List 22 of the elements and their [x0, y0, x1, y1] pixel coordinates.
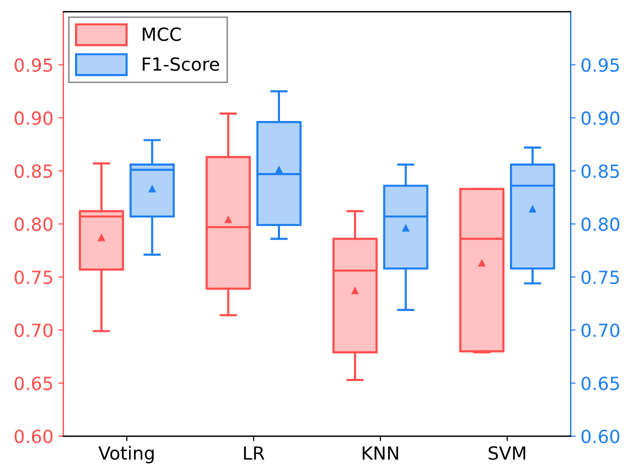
y-tick-label: 0.65	[14, 376, 52, 390]
y-tick-label: 0.70	[14, 324, 52, 338]
x-tick-label: SVM	[488, 446, 526, 460]
y2-tick-label: 0.85	[582, 164, 619, 178]
y2-tick-label: 0.60	[582, 430, 620, 444]
y-tick-label: 0.85	[14, 164, 52, 178]
y-tick-label: 0.60	[14, 430, 52, 444]
y-tick-label: 0.75	[14, 270, 52, 284]
x-tick-label: KNN	[362, 446, 398, 460]
y2-tick-label: 0.95	[582, 58, 619, 72]
legend-label: MCC	[142, 27, 181, 42]
legend-label: F1-Score	[142, 57, 220, 71]
x-tick-label: Voting	[98, 446, 154, 464]
y-tick-label: 0.95	[14, 58, 52, 72]
y-tick-label: 0.80	[14, 217, 52, 232]
y-tick-label: 0.90	[14, 111, 52, 125]
x-tick-label: LR	[244, 446, 264, 460]
y2-tick-label: 0.75	[582, 270, 619, 284]
y2-tick-label: 0.65	[582, 376, 619, 390]
y2-tick-label: 0.90	[582, 111, 620, 125]
y2-tick-label: 0.80	[582, 217, 620, 232]
y2-tick-label: 0.70	[582, 324, 620, 338]
